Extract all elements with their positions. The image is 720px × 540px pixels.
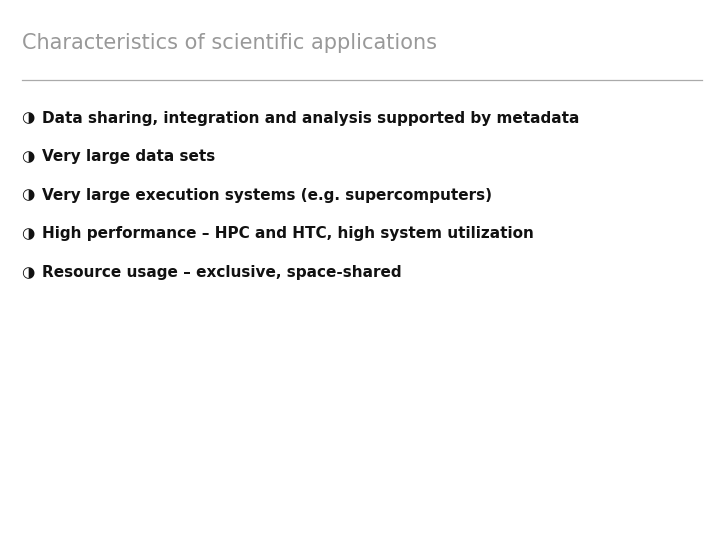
Text: Very large execution systems (e.g. supercomputers): Very large execution systems (e.g. super…	[42, 187, 492, 202]
Text: ◑: ◑	[22, 111, 35, 125]
Text: Data sharing, integration and analysis supported by metadata: Data sharing, integration and analysis s…	[42, 111, 579, 125]
Text: Characteristics of scientific applications: Characteristics of scientific applicatio…	[22, 33, 436, 53]
Text: Resource usage – exclusive, space-shared: Resource usage – exclusive, space-shared	[42, 265, 401, 280]
Text: High performance – HPC and HTC, high system utilization: High performance – HPC and HTC, high sys…	[42, 226, 534, 241]
Text: Very large data sets: Very large data sets	[42, 149, 215, 164]
Text: ◑: ◑	[22, 265, 35, 280]
Text: ◑: ◑	[22, 226, 35, 241]
Text: ◑: ◑	[22, 149, 35, 164]
Text: 2011 Sofia University "Sv. Kliment Ohridski" > Faculty of Mathematics and Inform: 2011 Sofia University "Sv. Kliment Ohrid…	[11, 523, 631, 531]
Text: ◑: ◑	[22, 187, 35, 202]
Text: 6: 6	[703, 523, 709, 531]
